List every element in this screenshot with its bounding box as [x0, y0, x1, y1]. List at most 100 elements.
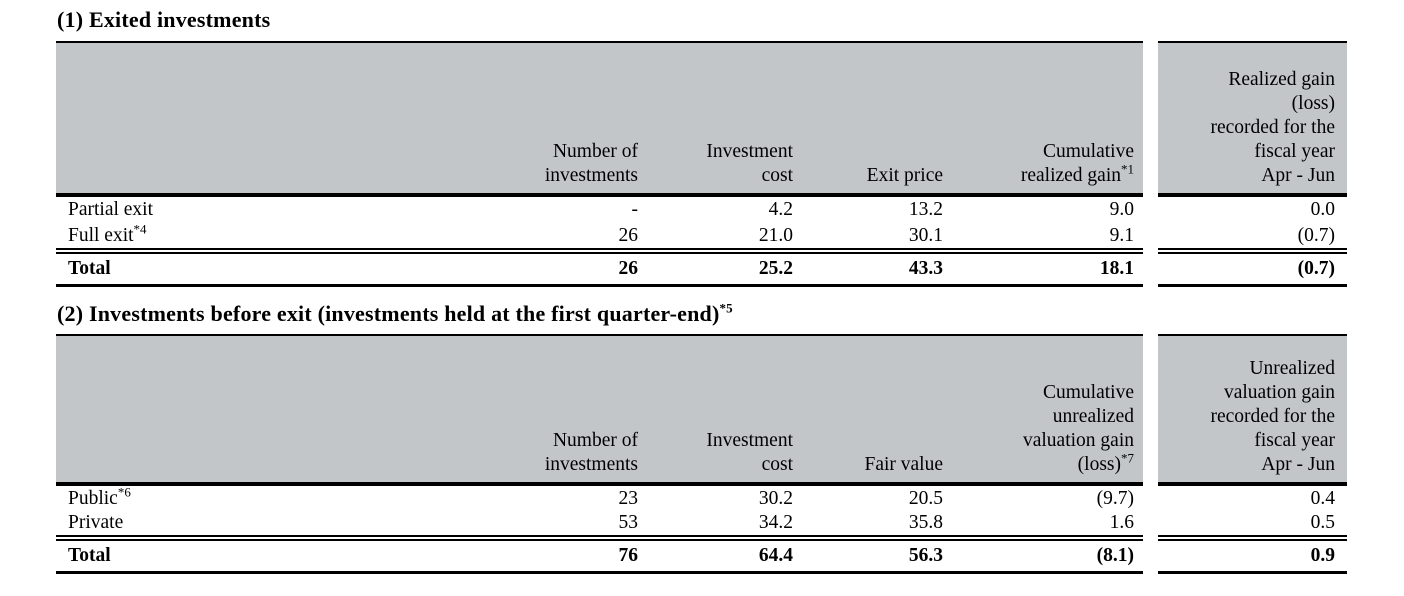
cell-cumulative-realized-gain: 9.1 [1109, 224, 1134, 246]
header-line: Apr - Jun [1261, 165, 1335, 186]
column-header-cumulative-unrealized-valuation-gain: Cumulative unrealized valuation gain (lo… [952, 334, 1143, 486]
header-line: Cumulative [1043, 141, 1134, 162]
header-line: valuation gain [1022, 430, 1134, 451]
cell-realized-gain-fy: 0.0 [1310, 199, 1335, 220]
table-row-total: Total 26 25.2 43.3 18.1 [56, 248, 1143, 287]
cell-unrealized-gain-fy: 0.5 [1310, 512, 1335, 533]
exited-investments-table: Number of investments Investment cost Ex… [56, 41, 1143, 287]
side-row-public: 0.4 [1158, 484, 1347, 511]
cell-number-of-investments: 26 [420, 248, 647, 287]
header-line: Number of [552, 430, 638, 451]
table-row-public: Public*6 23 30.2 20.5 (9.7) [56, 484, 1143, 511]
header-line: unrealized [1052, 406, 1134, 427]
header-line: Apr - Jun [1261, 454, 1335, 475]
side-row-total: 0.9 [1158, 535, 1347, 574]
header-line: (loss)*7 [1077, 450, 1134, 476]
header-line: cost [761, 454, 793, 475]
header-line: Investment [706, 141, 793, 162]
cell-realized-gain-fy-total: (0.7) [1158, 248, 1347, 287]
table-row-total: Total 76 64.4 56.3 (8.1) [56, 535, 1143, 574]
column-header-investment-cost: Investment cost [647, 41, 802, 197]
cell-exit-price: 13.2 [908, 199, 943, 220]
cell-exit-price: 30.1 [908, 224, 943, 246]
investments-before-exit-table: Number of investments Investment cost Fa… [56, 334, 1143, 574]
footnote-ref-1: *1 [1121, 161, 1134, 177]
row-label: Private [68, 512, 124, 533]
header-line: Fair value [864, 454, 943, 475]
section2-title: (2) Investments before exit (investments… [57, 301, 733, 327]
cell-investment-cost: 25.2 [647, 248, 802, 287]
exited-investments-header-row: Number of investments Investment cost Ex… [56, 41, 1143, 197]
side-row-full-exit: (0.7) [1158, 223, 1347, 251]
header-line: fiscal year [1254, 141, 1335, 162]
section2-title-text: (2) Investments before exit (investments… [57, 301, 720, 326]
cell-fair-value: 35.8 [908, 512, 943, 533]
column-header-investment-cost: Investment cost [647, 334, 802, 486]
row-label-total: Total [56, 535, 420, 574]
header-line: Cumulative [1043, 382, 1134, 403]
row-label: Partial exit [68, 199, 154, 220]
header-line: cost [761, 165, 793, 186]
cell-cumulative-unrealized-gain: (8.1) [952, 535, 1143, 574]
footnote-ref-4: *4 [133, 221, 147, 236]
cell-investment-cost: 34.2 [758, 512, 793, 533]
cell-number-of-investments: 23 [618, 487, 639, 509]
investments-before-exit-header-row: Number of investments Investment cost Fa… [56, 334, 1143, 486]
cell-investment-cost: 64.4 [647, 535, 802, 574]
cell-number-of-investments: 26 [618, 224, 639, 246]
column-header-cumulative-realized-gain: Cumulative realized gain*1 [952, 41, 1143, 197]
header-line: Number of [552, 141, 638, 162]
table-row-partial-exit: Partial exit - 4.2 13.2 9.0 [56, 195, 1143, 223]
cell-number-of-investments: 53 [618, 512, 639, 533]
section1-title-text: (1) Exited investments [57, 7, 271, 32]
header-line: investments [544, 165, 638, 186]
row-label: Public*6 [68, 484, 131, 509]
cell-realized-gain-fy: (0.7) [1297, 224, 1335, 246]
cell-investment-cost: 4.2 [768, 199, 793, 220]
realized-gain-fy-header: Realized gain (loss) recorded for the fi… [1158, 41, 1347, 197]
row-label-total: Total [56, 248, 420, 287]
footnote-ref-5: *5 [719, 300, 733, 316]
side-row-partial-exit: 0.0 [1158, 195, 1347, 223]
header-line: valuation gain [1223, 382, 1335, 403]
cell-number-of-investments: 76 [420, 535, 647, 574]
unrealized-valuation-gain-fy-column: Unrealized valuation gain recorded for t… [1158, 334, 1347, 574]
header-line: Realized gain [1228, 69, 1335, 90]
cell-cumulative-unrealized-gain: 1.6 [1109, 512, 1134, 533]
header-line: fiscal year [1254, 430, 1335, 451]
cell-cumulative-realized-gain: 9.0 [1109, 199, 1134, 220]
header-line: realized gain*1 [1020, 161, 1134, 187]
column-header-unrealized-valuation-gain-fy: Unrealized valuation gain recorded for t… [1158, 334, 1347, 486]
header-line: investments [544, 454, 638, 475]
header-line: Unrealized [1249, 358, 1335, 379]
side-row-private: 0.5 [1158, 511, 1347, 538]
cell-unrealized-gain-fy: 0.4 [1310, 487, 1335, 509]
cell-cumulative-realized-gain: 18.1 [952, 248, 1143, 287]
row-label: Full exit*4 [68, 221, 147, 246]
column-header-realized-gain-fy: Realized gain (loss) recorded for the fi… [1158, 41, 1347, 197]
table-row-private: Private 53 34.2 35.8 1.6 [56, 511, 1143, 538]
section1-title: (1) Exited investments [57, 7, 270, 33]
header-line: Exit price [866, 165, 943, 186]
side-row-total: (0.7) [1158, 248, 1347, 287]
header-line: Investment [706, 430, 793, 451]
column-header-fair-value: Fair value [802, 334, 952, 486]
row-label-header-blank [56, 41, 420, 197]
cell-unrealized-gain-fy-total: 0.9 [1158, 535, 1347, 574]
column-header-exit-price: Exit price [802, 41, 952, 197]
cell-cumulative-unrealized-gain: (9.7) [1096, 487, 1134, 509]
column-header-number-of-investments: Number of investments [420, 41, 647, 197]
realized-gain-fy-column: Realized gain (loss) recorded for the fi… [1158, 41, 1347, 287]
header-line: recorded for the [1210, 117, 1335, 138]
column-header-number-of-investments: Number of investments [420, 334, 647, 486]
cell-fair-value: 20.5 [908, 487, 943, 509]
header-line: recorded for the [1210, 406, 1335, 427]
unrealized-valuation-gain-fy-header: Unrealized valuation gain recorded for t… [1158, 334, 1347, 486]
cell-investment-cost: 30.2 [758, 487, 793, 509]
cell-number-of-investments: - [631, 199, 639, 220]
footnote-ref-7: *7 [1121, 450, 1134, 466]
header-line: (loss) [1291, 93, 1335, 114]
cell-investment-cost: 21.0 [758, 224, 793, 246]
cell-fair-value: 56.3 [802, 535, 952, 574]
